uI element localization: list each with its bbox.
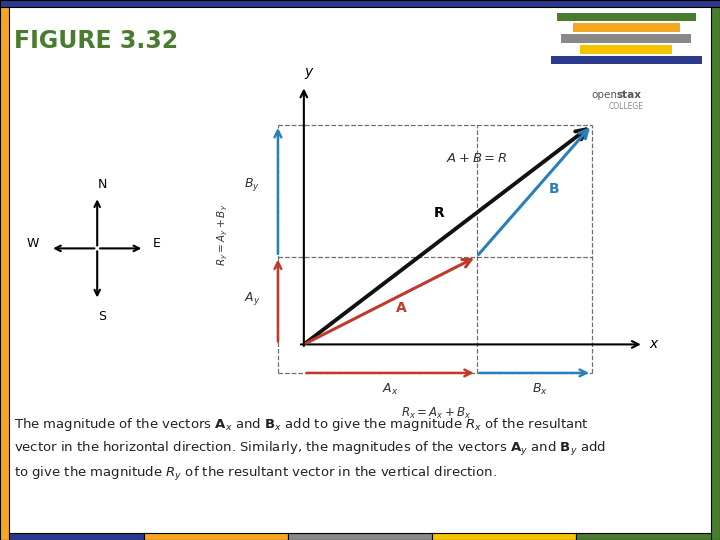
Text: B: B [549, 182, 559, 196]
Text: E: E [152, 237, 160, 250]
Text: $A_y$: $A_y$ [244, 289, 260, 307]
Text: open: open [591, 90, 617, 100]
Text: $A + B = R$: $A + B = R$ [446, 152, 508, 165]
Text: $B_x$: $B_x$ [532, 382, 548, 397]
Text: A: A [397, 301, 407, 314]
FancyBboxPatch shape [562, 34, 691, 43]
Text: stax: stax [617, 90, 642, 100]
FancyBboxPatch shape [552, 56, 701, 64]
Text: N: N [98, 178, 107, 191]
Text: R: R [434, 206, 444, 220]
Text: The magnitude of the vectors $\mathbf{A}_x$ and $\mathbf{B}_x$ add to give the m: The magnitude of the vectors $\mathbf{A}… [14, 416, 606, 483]
Text: COLLEGE: COLLEGE [609, 102, 644, 111]
Text: $B_y$: $B_y$ [244, 176, 260, 193]
Text: $y$: $y$ [305, 66, 315, 81]
FancyBboxPatch shape [572, 23, 680, 32]
Text: S: S [99, 310, 107, 323]
Text: $R_y = A_y + B_y$: $R_y = A_y + B_y$ [216, 204, 230, 266]
FancyBboxPatch shape [557, 13, 696, 22]
Text: $R_x = A_x + B_x$: $R_x = A_x + B_x$ [401, 406, 472, 421]
Text: $A_x$: $A_x$ [382, 382, 398, 397]
Text: W: W [27, 237, 40, 250]
Text: FIGURE 3.32: FIGURE 3.32 [14, 29, 179, 52]
Text: $x$: $x$ [649, 338, 660, 352]
FancyBboxPatch shape [580, 45, 672, 53]
